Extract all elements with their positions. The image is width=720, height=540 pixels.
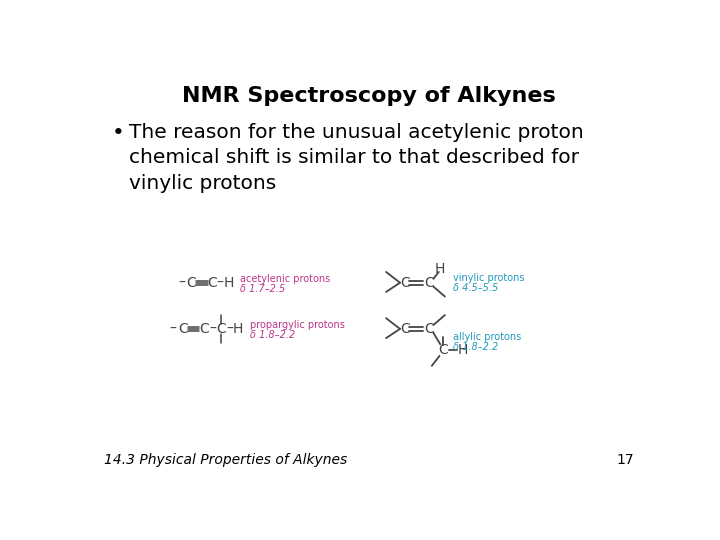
Text: H: H	[458, 343, 468, 357]
Text: –: –	[217, 276, 224, 289]
Text: propargylic protons: propargylic protons	[250, 320, 345, 330]
Text: C: C	[400, 322, 410, 336]
Text: C: C	[216, 322, 226, 336]
Text: NMR Spectroscopy of Alkynes: NMR Spectroscopy of Alkynes	[182, 86, 556, 106]
Text: The reason for the unusual acetylenic proton
chemical shift is similar to that d: The reason for the unusual acetylenic pr…	[129, 123, 583, 193]
Text: C: C	[438, 343, 449, 357]
Text: H: H	[233, 322, 243, 336]
Text: –: –	[169, 322, 176, 336]
Text: vinylic protons: vinylic protons	[453, 273, 524, 283]
Text: C: C	[424, 322, 433, 336]
Text: –: –	[209, 322, 216, 336]
Text: allylic protons: allylic protons	[453, 332, 521, 342]
Text: C: C	[178, 322, 188, 336]
Text: 17: 17	[616, 453, 634, 467]
Text: δ 1.8–2.2: δ 1.8–2.2	[250, 330, 295, 340]
Text: acetylenic protons: acetylenic protons	[240, 274, 330, 284]
Text: C: C	[424, 276, 433, 289]
Text: H: H	[435, 262, 446, 276]
Text: –: –	[226, 322, 233, 336]
Text: –: –	[178, 276, 185, 289]
Text: C: C	[199, 322, 209, 336]
Text: •: •	[112, 123, 125, 143]
Text: δ 1.7–2.5: δ 1.7–2.5	[240, 284, 285, 294]
Text: C: C	[186, 276, 197, 289]
Text: C: C	[400, 276, 410, 289]
Text: δ 1.8–2.2: δ 1.8–2.2	[453, 342, 498, 352]
Text: H: H	[223, 276, 234, 289]
Text: C: C	[207, 276, 217, 289]
Text: δ 4.5–5.5: δ 4.5–5.5	[453, 283, 498, 293]
Text: 14.3 Physical Properties of Alkynes: 14.3 Physical Properties of Alkynes	[104, 453, 347, 467]
